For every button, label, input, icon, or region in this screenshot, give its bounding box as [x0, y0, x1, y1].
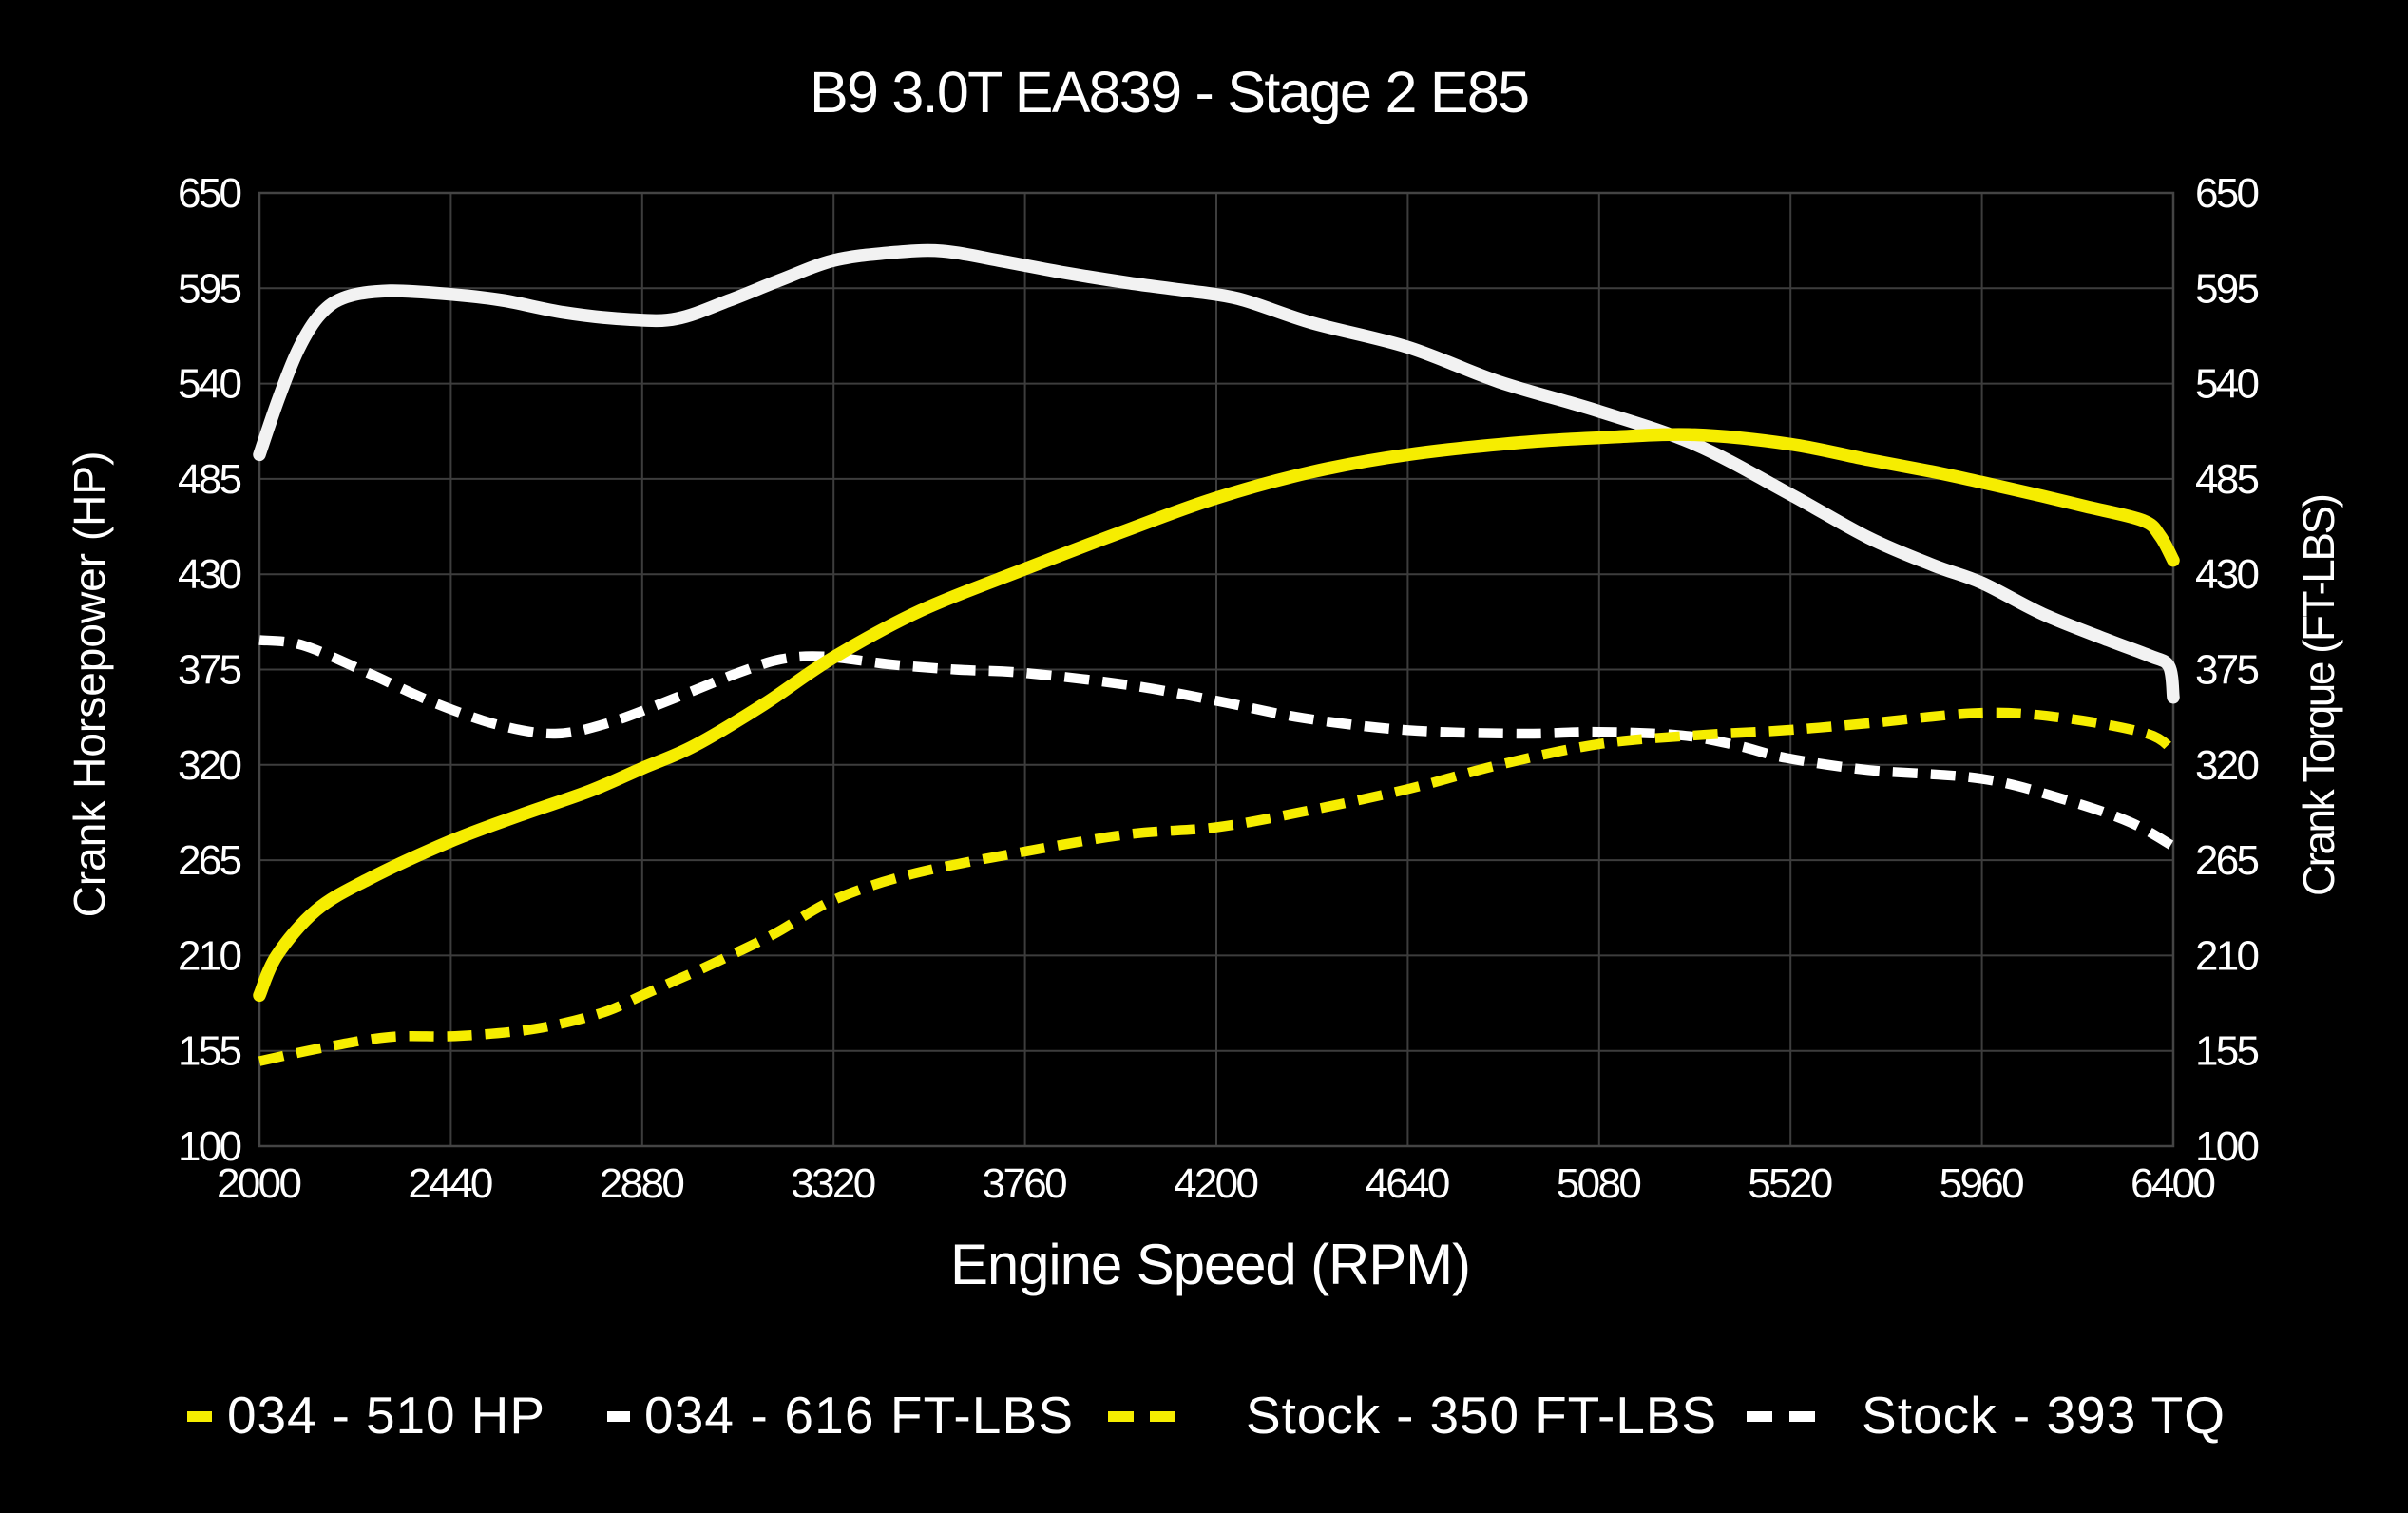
- svg-text:485: 485: [2195, 456, 2260, 503]
- svg-text:5520: 5520: [1748, 1160, 1833, 1207]
- svg-text:6400: 6400: [2131, 1160, 2216, 1207]
- svg-text:3760: 3760: [983, 1160, 1068, 1207]
- svg-text:265: 265: [2195, 837, 2260, 884]
- svg-text:650: 650: [178, 170, 242, 217]
- svg-text:430: 430: [178, 551, 242, 598]
- svg-text:540: 540: [178, 361, 242, 408]
- svg-text:Stock - 350 FT-LBS: Stock - 350 FT-LBS: [1246, 1386, 1716, 1445]
- svg-text:Crank Torque (FT-LBS): Crank Torque (FT-LBS): [2294, 493, 2343, 896]
- svg-text:595: 595: [2195, 265, 2260, 312]
- svg-text:5080: 5080: [1557, 1160, 1642, 1207]
- svg-text:595: 595: [178, 265, 242, 312]
- svg-text:Engine Speed (RPM): Engine Speed (RPM): [950, 1233, 1471, 1296]
- svg-text:034 - 510 HP: 034 - 510 HP: [227, 1386, 545, 1445]
- svg-text:540: 540: [2195, 361, 2260, 408]
- svg-text:155: 155: [178, 1028, 242, 1075]
- svg-text:155: 155: [2195, 1028, 2260, 1075]
- svg-text:034 - 616 FT-LBS: 034 - 616 FT-LBS: [644, 1386, 1073, 1445]
- svg-text:5960: 5960: [1940, 1160, 2025, 1207]
- svg-text:650: 650: [2195, 170, 2260, 217]
- svg-text:320: 320: [2195, 742, 2260, 789]
- svg-text:100: 100: [178, 1123, 242, 1170]
- svg-text:2000: 2000: [217, 1160, 302, 1207]
- svg-text:375: 375: [2195, 647, 2260, 694]
- svg-text:210: 210: [178, 932, 242, 979]
- svg-text:210: 210: [2195, 932, 2260, 979]
- svg-text:100: 100: [2195, 1123, 2260, 1170]
- svg-text:3320: 3320: [791, 1160, 876, 1207]
- svg-text:375: 375: [178, 647, 242, 694]
- svg-text:2440: 2440: [408, 1160, 493, 1207]
- svg-text:320: 320: [178, 742, 242, 789]
- svg-text:B9 3.0T EA839 - Stage 2 E85: B9 3.0T EA839 - Stage 2 E85: [810, 60, 1530, 124]
- svg-text:4200: 4200: [1174, 1160, 1259, 1207]
- svg-text:265: 265: [178, 837, 242, 884]
- svg-text:2880: 2880: [600, 1160, 685, 1207]
- svg-text:485: 485: [178, 456, 242, 503]
- svg-text:4640: 4640: [1365, 1160, 1450, 1207]
- svg-text:Crank Horsepower (HP): Crank Horsepower (HP): [65, 451, 114, 918]
- svg-text:430: 430: [2195, 551, 2260, 598]
- svg-text:Stock - 393 TQ: Stock - 393 TQ: [1862, 1386, 2225, 1445]
